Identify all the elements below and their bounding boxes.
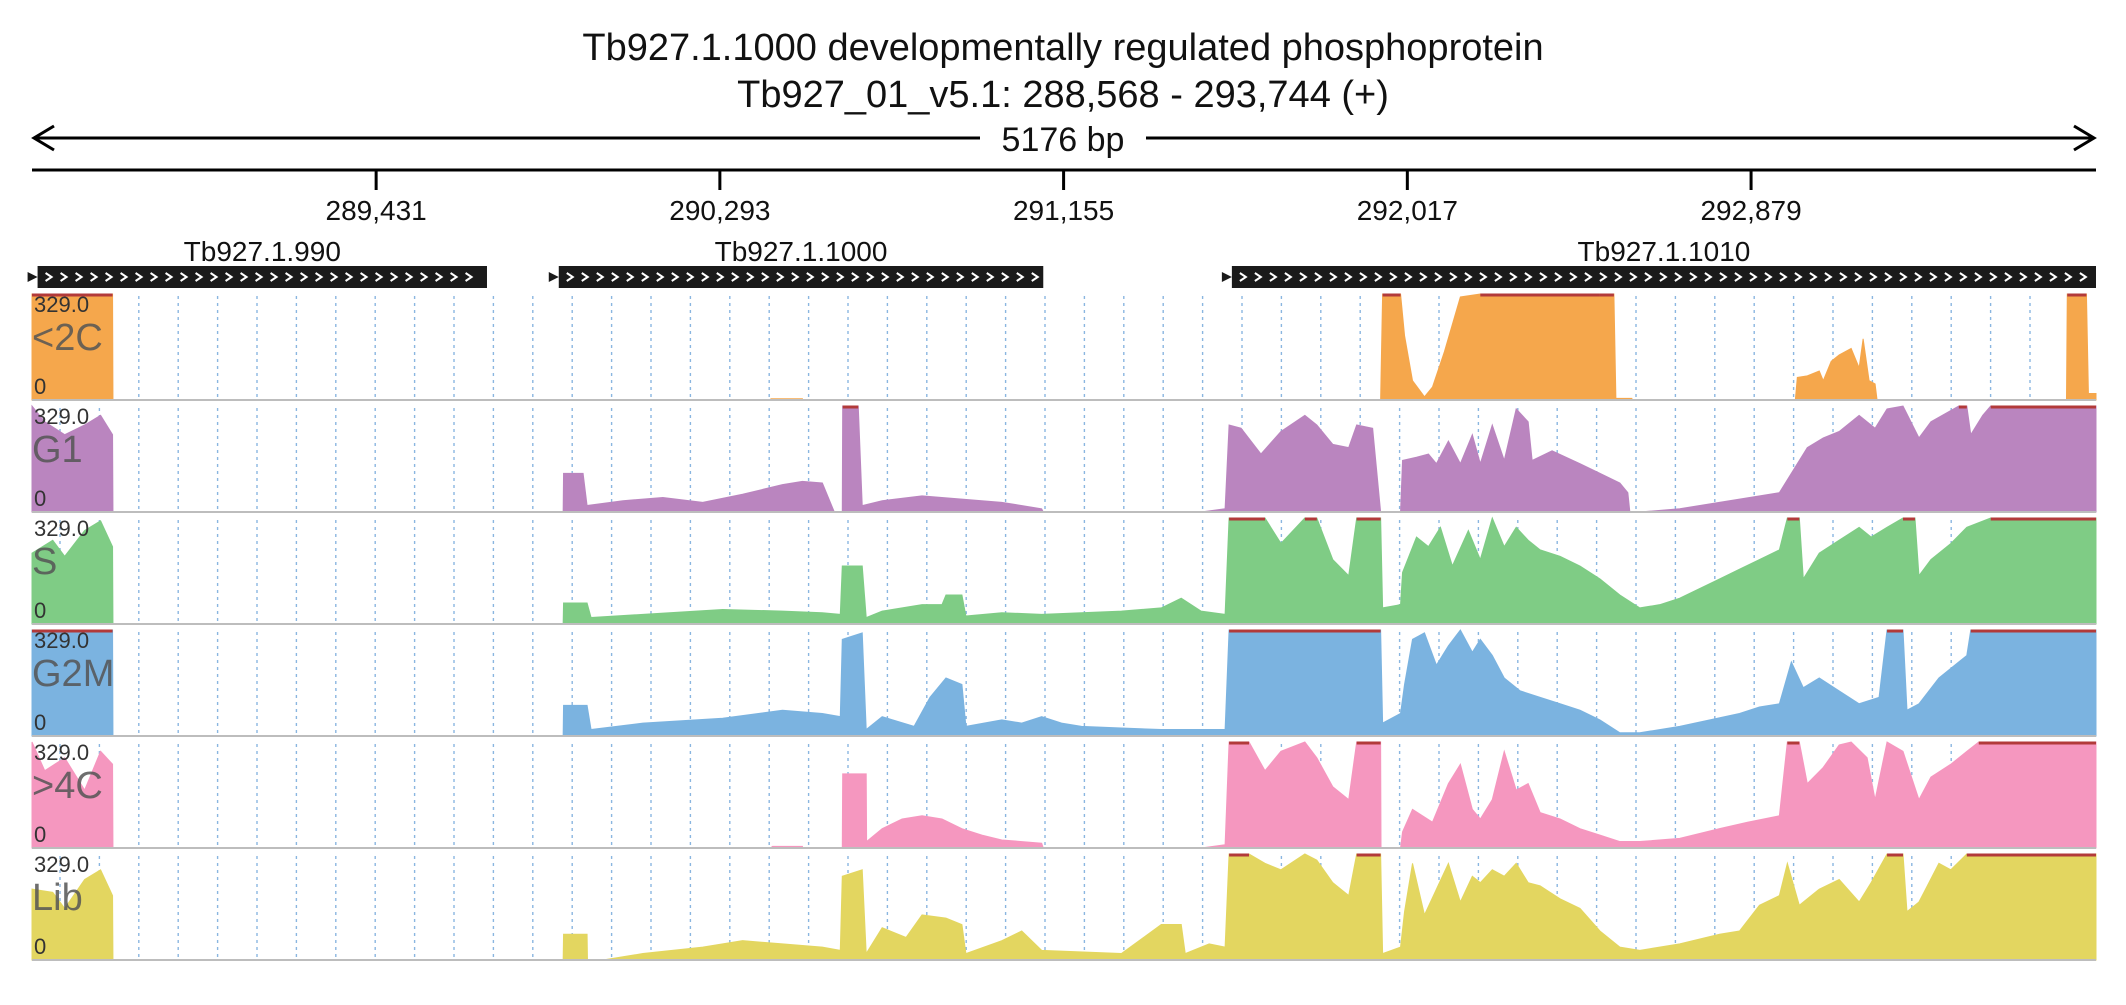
ymax-label: 329.0 xyxy=(34,852,89,877)
gene-label: Tb927.1.1010 xyxy=(1578,236,1751,267)
gene-label: Tb927.1.1000 xyxy=(715,236,888,267)
axis-tick-label: 290,293 xyxy=(669,195,770,226)
coverage-area xyxy=(31,741,2097,849)
gene-start-marker xyxy=(548,272,559,282)
track-label: <2C xyxy=(32,317,103,359)
coverage-track: 329.0 0 S xyxy=(31,516,2097,625)
track-label: Lib xyxy=(32,877,83,919)
coverage-area xyxy=(31,293,2097,401)
track-label: G2M xyxy=(32,653,114,695)
gene-feature: Tb927.1.1000 xyxy=(548,236,1044,288)
ymin-label: 0 xyxy=(34,822,46,847)
axis-tick-label: 291,155 xyxy=(1013,195,1114,226)
gene-label: Tb927.1.990 xyxy=(184,236,341,267)
track-grid xyxy=(59,296,2071,400)
gene-feature: Tb927.1.990 xyxy=(27,236,487,288)
coverage-track: 329.0 0 >4C xyxy=(31,740,2097,849)
gene-start-marker xyxy=(1221,272,1232,282)
ymax-label: 329.0 xyxy=(34,740,89,765)
ymax-label: 329.0 xyxy=(34,516,89,541)
span-label: 5176 bp xyxy=(1002,121,1125,159)
coordinate-axis: 289,431 290,293 291,155 292,017 292,879 xyxy=(32,168,2096,226)
span-arrowhead-left xyxy=(31,124,55,152)
span-arrowhead-right xyxy=(2073,124,2097,152)
coverage-track: 329.0 0 G1 xyxy=(31,404,2097,513)
strand-chevrons xyxy=(1239,272,2088,282)
coverage-track: 329.0 0 G2M xyxy=(31,628,2097,737)
gene-feature: Tb927.1.1010 xyxy=(1221,236,2096,288)
gene-body xyxy=(558,266,1044,288)
axis-tick-label: 289,431 xyxy=(326,195,427,226)
coverage-tracks: 329.00<2C329.00G1329.00S329.00G2M329.00>… xyxy=(31,292,2097,961)
track-label: S xyxy=(32,541,57,583)
chart-title: Tb927.1.1000 developmentally regulated p… xyxy=(582,27,1543,69)
span-scale: 5176 bp xyxy=(31,121,2097,159)
ymax-label: 329.0 xyxy=(34,628,89,653)
coverage-track: 329.0 0 Lib xyxy=(31,852,2097,961)
track-label: G1 xyxy=(32,429,83,471)
ymin-label: 0 xyxy=(34,374,46,399)
ymin-label: 0 xyxy=(34,710,46,735)
strand-chevrons xyxy=(566,272,1040,282)
track-label: >4C xyxy=(32,765,103,807)
axis-tick-label: 292,879 xyxy=(1700,195,1801,226)
ymin-label: 0 xyxy=(34,934,46,959)
gene-body xyxy=(1231,266,2096,288)
coverage-area xyxy=(31,629,2097,737)
coverage-area xyxy=(31,404,2097,513)
coverage-area xyxy=(31,853,2097,961)
axis-tick-label: 292,017 xyxy=(1357,195,1458,226)
ymin-label: 0 xyxy=(34,486,46,511)
coverage-track: 329.0 0 <2C xyxy=(31,292,2097,401)
gene-start-marker xyxy=(27,272,38,282)
strand-chevrons xyxy=(45,272,474,282)
coverage-area xyxy=(31,516,2097,625)
chart-subtitle: Tb927_01_v5.1: 288,568 - 293,744 (+) xyxy=(737,74,1389,116)
ymin-label: 0 xyxy=(34,598,46,623)
gene-track: Tb927.1.990 Tb927.1.1000 Tb927.1.1010 xyxy=(27,236,2096,288)
ymax-label: 329.0 xyxy=(34,292,89,317)
ymax-label: 329.0 xyxy=(34,404,89,429)
